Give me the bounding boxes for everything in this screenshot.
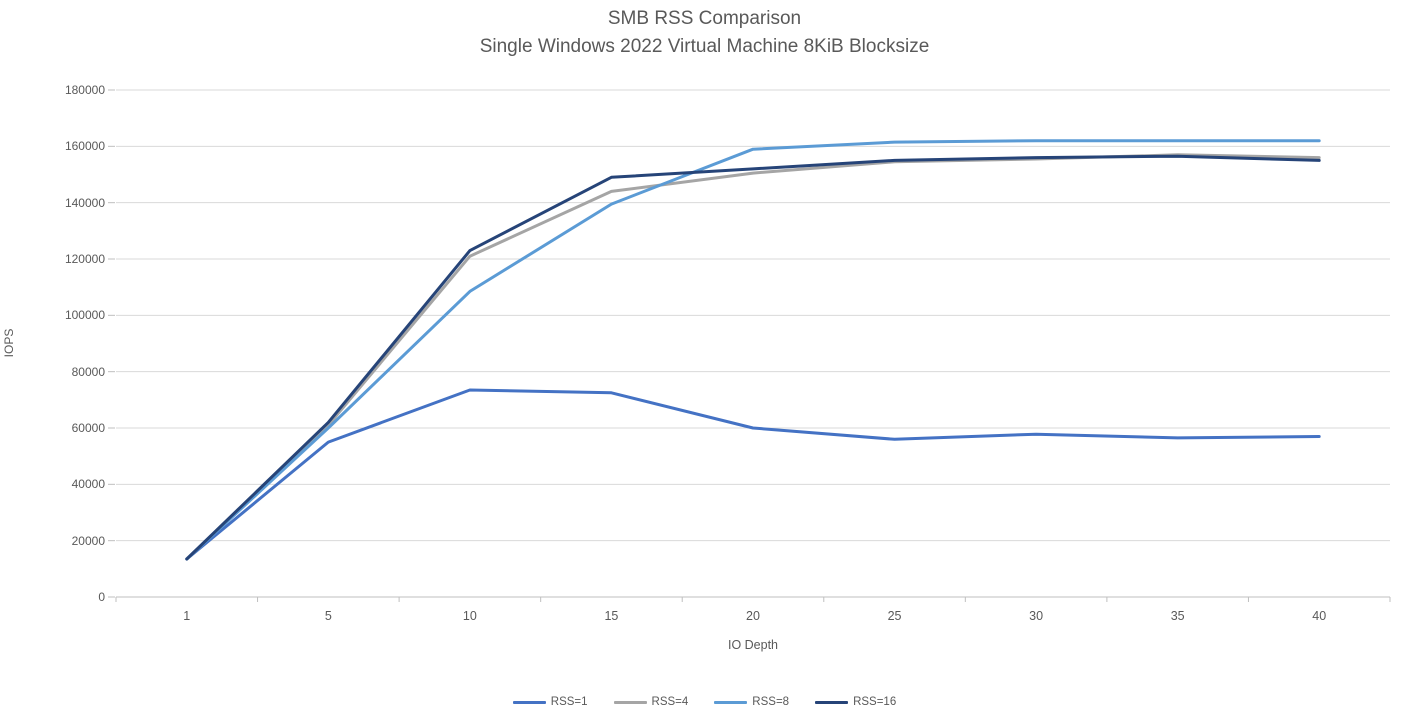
x-tick-label: 30: [1029, 609, 1044, 623]
legend-label: RSS=16: [853, 696, 897, 708]
series-line-RSS=4: [185, 153, 1321, 561]
legend-line-swatch: [512, 700, 546, 704]
y-tick-label: 40000: [71, 477, 105, 492]
x-tick-label: 5: [324, 609, 332, 623]
y-tick-label: 20000: [71, 533, 105, 548]
x-tick-label: 15: [604, 609, 619, 623]
legend-item-RSS=8: RSS=8: [714, 696, 789, 708]
chart-title: SMB RSS Comparison Single Windows 2022 V…: [0, 5, 1409, 61]
y-axis-title: IOPS: [2, 328, 16, 358]
legend: RSS=1 RSS=4 RSS=8 RSS=16: [0, 696, 1409, 708]
x-tick-label: 35: [1170, 609, 1185, 623]
y-tick-label: 0: [98, 590, 105, 604]
y-tick-label: 60000: [71, 421, 105, 435]
series-line-RSS=8: [185, 139, 1321, 561]
y-tick-label: 140000: [64, 195, 105, 210]
x-tick-label: 10: [462, 609, 477, 623]
legend-item-RSS=16: RSS=16: [815, 696, 896, 708]
x-tick-label: 25: [887, 609, 902, 623]
legend-label: RSS=1: [550, 696, 588, 708]
y-tick-label: 180000: [64, 83, 105, 97]
legend-line-swatch: [613, 700, 647, 704]
y-tick-label: 160000: [64, 139, 105, 154]
legend-label: RSS=8: [752, 696, 790, 708]
legend-item-RSS=1: RSS=1: [512, 696, 588, 708]
x-axis-title: IO Depth: [727, 638, 779, 652]
y-tick-label: 80000: [71, 364, 105, 379]
legend-item-RSS=4: RSS=4: [613, 696, 689, 708]
x-tick-label: 40: [1312, 609, 1327, 623]
y-tick-label: 120000: [64, 252, 105, 266]
chart-title-line1: SMB RSS Comparison: [607, 8, 802, 29]
x-tick-label: 20: [746, 609, 760, 623]
y-tick-label: 100000: [64, 308, 105, 323]
x-tick-label: 1: [183, 609, 191, 623]
series-line-RSS=1: [185, 388, 1321, 561]
legend-line-swatch: [714, 700, 748, 704]
legend-line-swatch: [815, 700, 849, 704]
series-line-RSS=16: [185, 154, 1321, 561]
chart-title-line2: Single Windows 2022 Virtual Machine 8KiB…: [479, 36, 930, 57]
legend-label: RSS=4: [651, 696, 689, 708]
